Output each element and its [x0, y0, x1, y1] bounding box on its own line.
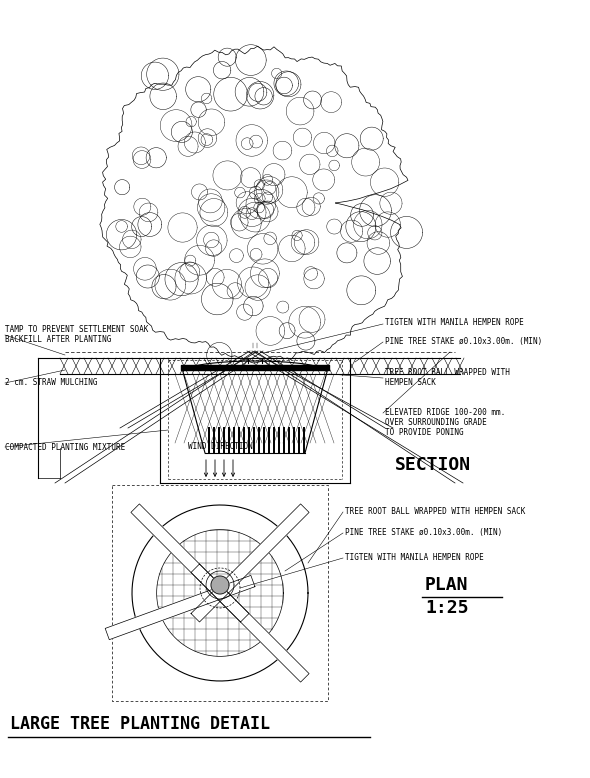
Text: OVER SURROUNDING GRADE: OVER SURROUNDING GRADE	[385, 418, 487, 427]
Text: HEMPEN SACK: HEMPEN SACK	[385, 378, 436, 387]
Polygon shape	[105, 576, 255, 640]
Circle shape	[211, 576, 229, 594]
Text: TAMP TO PREVENT SETTLEMENT SOAK: TAMP TO PREVENT SETTLEMENT SOAK	[5, 325, 148, 334]
Text: TREE ROOT BALL WRAPPED WITH: TREE ROOT BALL WRAPPED WITH	[385, 368, 510, 377]
Text: PLAN: PLAN	[425, 576, 468, 594]
Text: SECTION: SECTION	[395, 456, 471, 474]
Text: ELEVATED RIDGE 100-200 mm.: ELEVATED RIDGE 100-200 mm.	[385, 408, 505, 417]
Text: BACKFILL AFTER PLANTING: BACKFILL AFTER PLANTING	[5, 335, 112, 344]
Text: TIGTEN WITH MANILA HEMPEN ROPE: TIGTEN WITH MANILA HEMPEN ROPE	[345, 553, 484, 562]
Text: COMPACTED PLANTING MIXTURE: COMPACTED PLANTING MIXTURE	[5, 443, 125, 452]
Text: 1:25: 1:25	[425, 599, 468, 617]
Polygon shape	[191, 564, 309, 682]
Polygon shape	[131, 504, 249, 622]
Text: WIND DIRECTION: WIND DIRECTION	[188, 442, 253, 451]
Text: PINE TREE STAKE ø0.10x3.00m. (MIN): PINE TREE STAKE ø0.10x3.00m. (MIN)	[345, 528, 502, 537]
Polygon shape	[191, 504, 309, 622]
Text: PINE TREE STAKE ø0.10x3.00m. (MIN): PINE TREE STAKE ø0.10x3.00m. (MIN)	[385, 337, 542, 346]
Text: TREE ROOT BALL WRAPPED WITH HEMPEN SACK: TREE ROOT BALL WRAPPED WITH HEMPEN SACK	[345, 507, 525, 516]
Text: LARGE TREE PLANTING DETAIL: LARGE TREE PLANTING DETAIL	[10, 715, 270, 733]
Text: TIGTEN WITH MANILA HEMPEN ROPE: TIGTEN WITH MANILA HEMPEN ROPE	[385, 318, 524, 327]
Text: 2 cm. STRAW MULCHING: 2 cm. STRAW MULCHING	[5, 378, 97, 387]
Text: TO PROVIDE PONING: TO PROVIDE PONING	[385, 428, 464, 437]
